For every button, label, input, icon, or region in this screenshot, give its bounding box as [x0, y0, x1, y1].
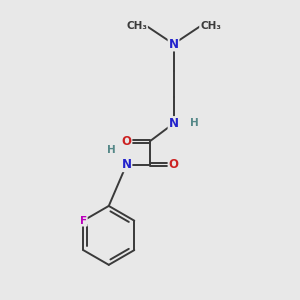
Text: N: N — [169, 38, 178, 50]
Text: O: O — [122, 135, 131, 148]
Text: F: F — [80, 216, 87, 226]
Text: H: H — [190, 118, 199, 128]
Text: N: N — [122, 158, 131, 171]
Text: CH₃: CH₃ — [126, 21, 147, 31]
Text: N: N — [169, 117, 178, 130]
Text: CH₃: CH₃ — [200, 21, 221, 31]
Text: H: H — [107, 145, 116, 155]
Text: O: O — [169, 158, 178, 171]
